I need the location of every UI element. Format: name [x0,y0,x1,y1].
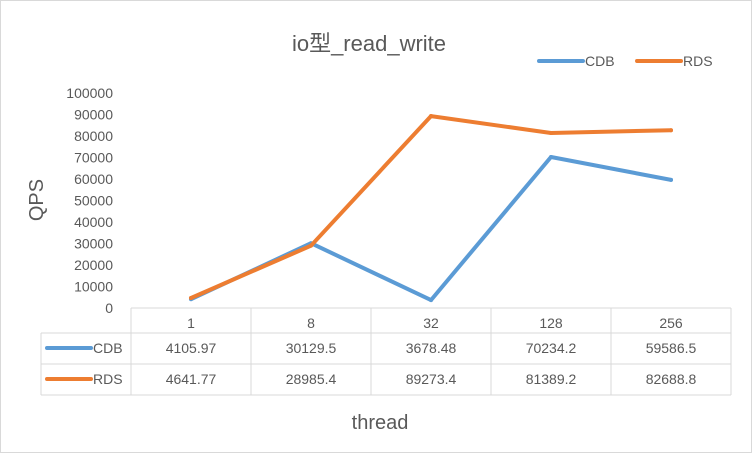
y-axis-title: QPS [26,179,48,221]
y-tick-label: 90000 [74,107,113,123]
table-cell: 3678.48 [406,340,457,356]
y-tick-label: 10000 [74,279,113,295]
table-series-name: RDS [93,371,123,387]
x-tick-label: 128 [539,315,563,331]
data-point [189,296,193,301]
y-tick-label: 60000 [74,171,113,187]
chart-title: io型_read_write [292,31,446,56]
legend-label-rds: RDS [683,53,713,69]
data-table: 1 8 32 128 256 CDB 4105.97 30129.5 3678.48 70234.… [40,307,732,396]
table-cell: 81389.2 [526,371,577,387]
data-point [549,131,553,136]
x-axis-title: thread [352,412,409,434]
table-cell: 28985.4 [286,371,337,387]
series-line-cdb [189,155,673,303]
table-cell: 70234.2 [526,340,577,356]
data-point [549,154,553,159]
series-line-rds [189,114,673,300]
table-cell: 30129.5 [286,340,337,356]
y-tick-label: 30000 [74,236,113,252]
table-series-name: CDB [93,340,123,356]
y-tick-label: 40000 [74,214,113,230]
x-tick-label: 32 [423,315,439,331]
data-point [669,128,673,133]
table-cell: 4641.77 [166,371,217,387]
legend: CDB RDS [537,53,713,69]
table-cell: 59586.5 [646,340,697,356]
y-tick-label: 70000 [74,150,113,166]
y-tick-label: 80000 [74,128,113,144]
data-point [309,243,313,248]
table-cell: 82688.8 [646,371,697,387]
x-tick-label: 256 [659,315,683,331]
x-tick-label: 8 [307,315,315,331]
y-tick-label: 100000 [66,85,113,101]
data-point [669,177,673,182]
y-tick-label: 50000 [74,193,113,209]
series-lines [189,114,673,303]
y-tick-label: 20000 [74,257,113,273]
y-tick-label: 0 [105,300,113,316]
data-point [429,114,433,119]
table-cell: 89273.4 [406,371,457,387]
x-tick-label: 1 [187,315,195,331]
y-axis-ticks: 0 10000 20000 30000 40000 50000 60000 70000 8000… [66,85,113,316]
data-point [429,298,433,303]
legend-label-cdb: CDB [585,53,615,69]
table-cell: 4105.97 [166,340,217,356]
